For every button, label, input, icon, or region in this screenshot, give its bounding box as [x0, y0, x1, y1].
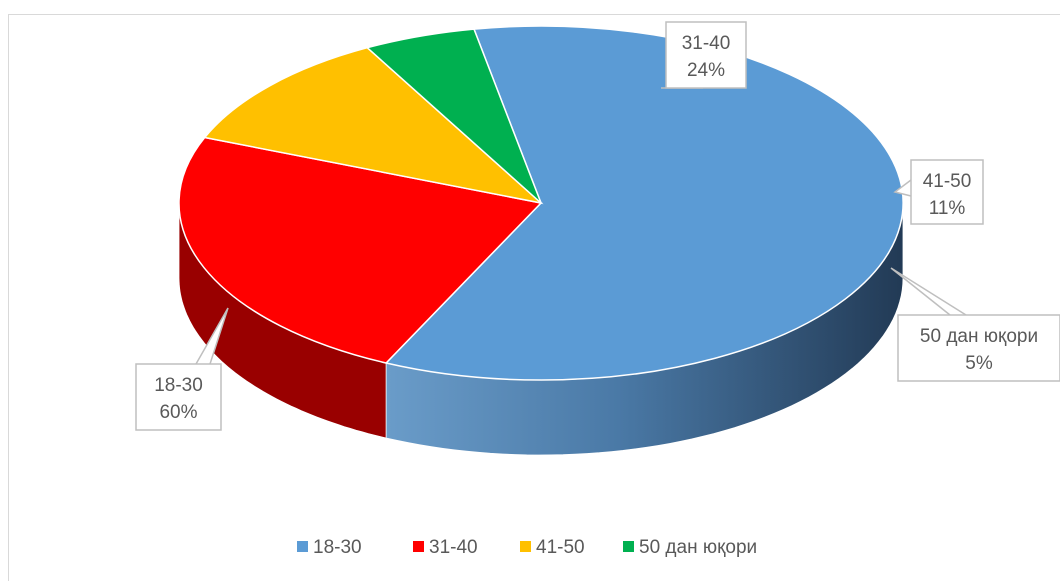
legend-marker-1	[413, 541, 424, 552]
legend-label-2: 41-50	[536, 537, 585, 558]
pie-slice-1[interactable]	[178, 136, 543, 364]
data-label-category-2: 41-50	[923, 171, 972, 192]
leader-line-0	[195, 307, 229, 365]
data-label-box-1	[665, 21, 747, 89]
legend-label-0: 18-30	[313, 537, 362, 558]
data-label-percent-0: 60%	[159, 402, 197, 423]
data-label-category-3: 50 дан юқори	[920, 326, 1038, 347]
legend-marker-2	[520, 541, 531, 552]
data-label-percent-1: 24%	[687, 60, 725, 81]
data-label-category-0: 18-30	[154, 375, 203, 396]
data-label-percent-2: 11%	[929, 198, 966, 219]
data-label-box-2	[910, 159, 984, 225]
legend-label-3: 50 дан юқори	[639, 537, 757, 558]
legend-label-1: 31-40	[429, 537, 478, 558]
pie-slice-2[interactable]	[203, 46, 544, 205]
leader-line-3	[890, 267, 967, 316]
data-label-category-1: 31-40	[682, 33, 731, 54]
data-label-percent-3: 5%	[965, 353, 993, 374]
legend: 18-30 31-40 41-50 50 дан юқори	[297, 537, 757, 558]
data-labels: 18-30 60% 31-40 24% 41-50 11% 50 дан юқори 5%	[135, 21, 1060, 431]
legend-marker-0	[297, 541, 308, 552]
legend-marker-3	[623, 541, 634, 552]
data-label-box-3	[897, 314, 1060, 382]
pie-tops	[178, 25, 904, 381]
pie-slice-3[interactable]	[365, 28, 542, 204]
data-label-box-0	[135, 363, 222, 431]
leader-line-2	[893, 179, 912, 197]
